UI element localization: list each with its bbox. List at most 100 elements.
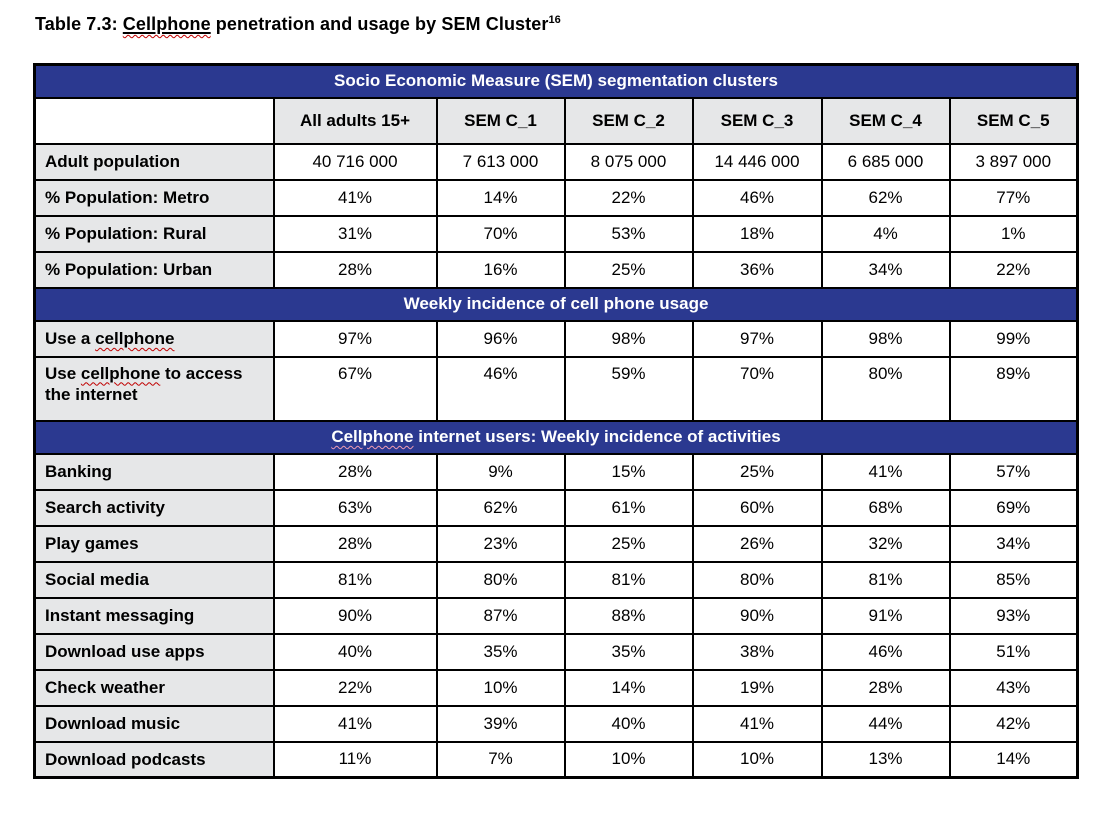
cell-value: 63% [272, 488, 438, 527]
cell-value: 67% [272, 355, 438, 422]
column-header: SEM C_4 [820, 96, 951, 145]
cell-value: 41% [272, 178, 438, 217]
cell-value: 10% [691, 740, 823, 779]
row-label: Download use apps [33, 632, 275, 671]
cell-value: 10% [435, 668, 566, 707]
cell-value: 22% [948, 250, 1079, 289]
cell-value: 80% [691, 560, 823, 599]
cell-value: 25% [691, 452, 823, 491]
cell-value: 42% [948, 704, 1079, 743]
cell-value: 28% [272, 452, 438, 491]
cell-value: 28% [272, 250, 438, 289]
cell-value: 62% [820, 178, 951, 217]
cell-value: 93% [948, 596, 1079, 635]
cell-value: 85% [948, 560, 1079, 599]
cell-value: 53% [563, 214, 694, 253]
cell-value: 39% [435, 704, 566, 743]
cell-value: 68% [820, 488, 951, 527]
cell-value: 80% [435, 560, 566, 599]
cell-value: 3 897 000 [948, 142, 1079, 181]
cell-value: 87% [435, 596, 566, 635]
cell-value: 28% [820, 668, 951, 707]
cell-value: 26% [691, 524, 823, 563]
cell-value: 10% [563, 740, 694, 779]
misspelled-word: Cellphone [331, 427, 414, 446]
column-header: SEM C_2 [563, 96, 694, 145]
cell-value: 89% [948, 355, 1079, 422]
cell-value: 11% [272, 740, 438, 779]
cell-value: 16% [435, 250, 566, 289]
cell-value: 70% [691, 355, 823, 422]
cell-value: 81% [820, 560, 951, 599]
cell-value: 41% [820, 452, 951, 491]
cell-value: 8 075 000 [563, 142, 694, 181]
cell-value: 15% [563, 452, 694, 491]
cell-value: 46% [435, 355, 566, 422]
cell-value: 6 685 000 [820, 142, 951, 181]
cell-value: 91% [820, 596, 951, 635]
cell-value: 81% [563, 560, 694, 599]
cell-value: 19% [691, 668, 823, 707]
cell-value: 40 716 000 [272, 142, 438, 181]
cell-value: 81% [272, 560, 438, 599]
cell-value: 38% [691, 632, 823, 671]
sem-table: Socio Economic Measure (SEM) segmentatio… [33, 63, 1080, 779]
cell-value: 34% [820, 250, 951, 289]
cell-value: 43% [948, 668, 1079, 707]
cell-value: 23% [435, 524, 566, 563]
row-label: Use a cellphone [33, 319, 275, 358]
cell-value: 59% [563, 355, 694, 422]
row-label: Play games [33, 524, 275, 563]
title-rest: penetration and usage by SEM Cluster [210, 14, 549, 34]
cell-value: 31% [272, 214, 438, 253]
cell-value: 69% [948, 488, 1079, 527]
cell-value: 70% [435, 214, 566, 253]
misspelled-word: cellphone [95, 328, 175, 348]
cell-value: 7% [435, 740, 566, 779]
cell-value: 13% [820, 740, 951, 779]
cell-value: 57% [948, 452, 1079, 491]
cell-value: 97% [272, 319, 438, 358]
cell-value: 7 613 000 [435, 142, 566, 181]
cell-value: 25% [563, 524, 694, 563]
title-footnote-ref: 16 [548, 14, 561, 26]
corner-cell [33, 96, 275, 145]
section-header: Cellphone internet users: Weekly inciden… [33, 419, 1079, 455]
cell-value: 44% [820, 704, 951, 743]
row-label: Download podcasts [33, 740, 275, 779]
cell-value: 4% [820, 214, 951, 253]
cell-value: 22% [563, 178, 694, 217]
cell-value: 35% [563, 632, 694, 671]
cell-value: 22% [272, 668, 438, 707]
cell-value: 36% [691, 250, 823, 289]
column-header: SEM C_3 [691, 96, 823, 145]
cell-value: 97% [691, 319, 823, 358]
cell-value: 25% [563, 250, 694, 289]
cell-value: 14% [435, 178, 566, 217]
row-label: Adult population [33, 142, 275, 181]
cell-value: 41% [272, 704, 438, 743]
row-label: % Population: Rural [33, 214, 275, 253]
cell-value: 41% [691, 704, 823, 743]
misspelled-word: cellphone [80, 363, 161, 383]
misspelled-word: Cellphone [122, 14, 211, 34]
cell-value: 9% [435, 452, 566, 491]
page-title: Table 7.3: Cellphone penetration and usa… [35, 14, 1076, 35]
cell-value: 80% [820, 355, 951, 422]
cell-value: 62% [435, 488, 566, 527]
cell-value: 99% [948, 319, 1079, 358]
cell-value: 98% [563, 319, 694, 358]
row-label: Check weather [33, 668, 275, 707]
cell-value: 46% [820, 632, 951, 671]
cell-value: 60% [691, 488, 823, 527]
cell-value: 61% [563, 488, 694, 527]
section-header: Weekly incidence of cell phone usage [33, 286, 1079, 322]
cell-value: 46% [691, 178, 823, 217]
cell-value: 18% [691, 214, 823, 253]
column-header: SEM C_1 [435, 96, 566, 145]
row-label: Download music [33, 704, 275, 743]
row-label: Banking [33, 452, 275, 491]
sem-table-body: Socio Economic Measure (SEM) segmentatio… [33, 63, 1079, 779]
cell-value: 1% [948, 214, 1079, 253]
